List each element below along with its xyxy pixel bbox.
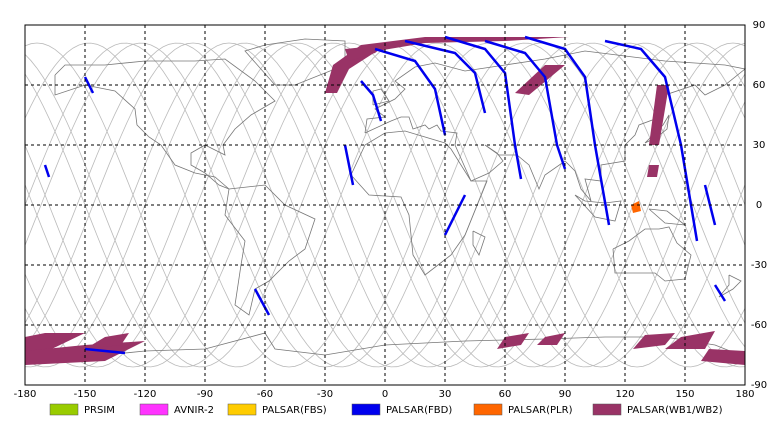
swath (631, 201, 641, 213)
swath (43, 164, 51, 178)
swath (443, 194, 467, 236)
swath (524, 35, 611, 226)
x-tick-label: 30 (439, 389, 452, 400)
legend-label: AVNIR-2 (174, 405, 214, 416)
x-tick-label: 180 (735, 389, 754, 400)
x-tick-label: -30 (317, 389, 333, 400)
legend-label: PALSAR(WB1/WB2) (627, 405, 723, 416)
land-outline (350, 130, 488, 276)
legend-label: PALSAR(FBS) (262, 405, 327, 416)
swath (515, 65, 565, 95)
swath (404, 39, 487, 114)
x-tick-label: -60 (257, 389, 273, 400)
land-outline (224, 184, 316, 316)
swath (701, 349, 745, 365)
swath (25, 341, 145, 365)
land-outline (574, 194, 622, 222)
swath (85, 333, 129, 349)
swath (374, 47, 447, 136)
swath (537, 333, 565, 345)
x-tick-label: -150 (74, 389, 97, 400)
land-outline (472, 230, 486, 256)
land-outline (612, 226, 692, 282)
legend-swatch (49, 403, 79, 416)
plot-border (24, 24, 746, 386)
swath (604, 39, 699, 242)
swath (647, 165, 659, 177)
y-tick-label: 60 (753, 80, 766, 91)
y-tick-label: -30 (751, 260, 767, 271)
x-tick-label: 150 (675, 389, 694, 400)
y-tick-label: -90 (751, 380, 767, 391)
legend-swatch (227, 403, 257, 416)
swath (649, 85, 669, 145)
land-outline (54, 58, 276, 190)
legend-swatch (592, 403, 622, 416)
y-tick-label: 30 (753, 140, 766, 151)
legend-swatch (473, 403, 503, 416)
legend-label: PALSAR(FBD) (386, 405, 452, 416)
land-outline (718, 274, 742, 298)
legend-swatch (139, 403, 169, 416)
legend-label: PALSAR(PLR) (508, 405, 573, 416)
y-tick-label: 90 (753, 20, 766, 31)
y-tick-label: 0 (756, 200, 762, 211)
swath (713, 284, 727, 302)
x-tick-label: 60 (499, 389, 512, 400)
swath (253, 288, 271, 316)
swath (83, 76, 95, 94)
legend-swatch (351, 403, 381, 416)
x-tick-label: 90 (559, 389, 572, 400)
x-tick-label: -120 (134, 389, 157, 400)
swath (360, 80, 383, 122)
swath (633, 333, 675, 349)
swath (343, 144, 355, 186)
x-tick-label: 0 (382, 389, 388, 400)
swath (84, 347, 126, 355)
x-tick-label: -180 (14, 389, 37, 400)
swath (665, 331, 715, 349)
x-tick-label: -90 (197, 389, 213, 400)
legend-label: PRSIM (84, 405, 115, 416)
x-tick-label: 120 (615, 389, 634, 400)
swath (484, 39, 567, 170)
y-tick-label: -60 (751, 320, 767, 331)
